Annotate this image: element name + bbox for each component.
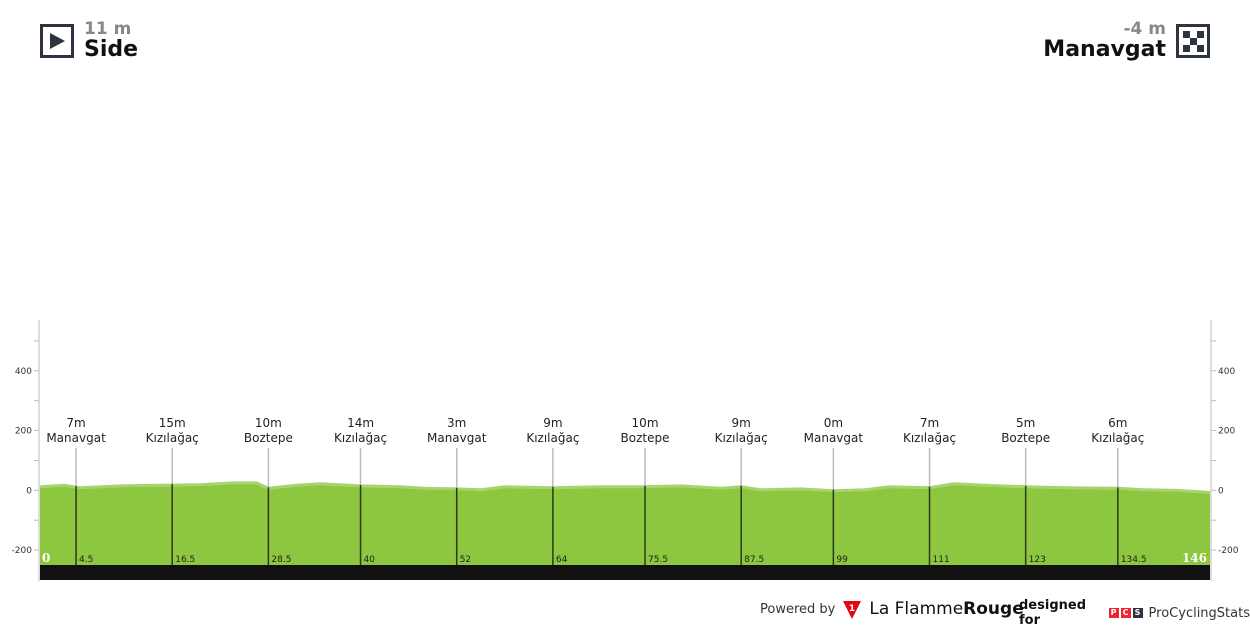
km-finish-label: 146 xyxy=(1182,551,1207,565)
powered-by: Powered by 1 La FlammeRouge xyxy=(760,598,1024,620)
waypoint-name: Kızılağaç xyxy=(146,431,199,445)
y-tick-label-left: 0 xyxy=(26,486,32,496)
profile-highlight xyxy=(39,481,1211,494)
waypoint-km: 4.5 xyxy=(79,555,93,565)
waypoint-altitude: 10m xyxy=(255,416,282,430)
waypoint-name: Manavgat xyxy=(427,431,487,445)
y-tick-label-left: -200 xyxy=(12,546,33,556)
waypoint-km: 87.5 xyxy=(744,555,764,565)
waypoint-name: Boztepe xyxy=(1001,431,1050,445)
brand-name-bold: Rouge xyxy=(963,599,1024,619)
waypoint-altitude: 3m xyxy=(447,416,466,430)
start-header: 11 m Side xyxy=(40,20,138,62)
y-tick-label-right: 0 xyxy=(1218,486,1224,496)
waypoint-name: Manavgat xyxy=(46,431,106,445)
profile-area xyxy=(40,481,1210,565)
waypoint-name: Manavgat xyxy=(804,431,864,445)
waypoint-altitude: 10m xyxy=(632,416,659,430)
waypoint-altitude: 0m xyxy=(824,416,843,430)
waypoint-km: 40 xyxy=(364,555,376,565)
waypoint-km: 111 xyxy=(933,555,950,565)
waypoint-altitude: 9m xyxy=(732,416,751,430)
waypoint-name: Kızılağaç xyxy=(334,431,387,445)
pcs-name: ProCyclingStats xyxy=(1148,605,1250,621)
waypoint-name: Kızılağaç xyxy=(715,431,768,445)
waypoint-altitude: 5m xyxy=(1016,416,1035,430)
waypoint-km: 16.5 xyxy=(175,555,195,565)
designed-for-label: designed for xyxy=(1019,598,1086,628)
designed-for: designed for P C S ProCyclingStats xyxy=(1019,598,1250,628)
waypoint-altitude: 7m xyxy=(920,416,939,430)
waypoint-altitude: 6m xyxy=(1108,416,1127,430)
waypoint-altitude: 15m xyxy=(159,416,186,430)
waypoint-name: Kızılağaç xyxy=(526,431,579,445)
y-tick-label-right: -200 xyxy=(1218,546,1239,556)
checkered-flag-icon xyxy=(1176,24,1210,58)
finish-header: -4 m Manavgat xyxy=(1043,20,1210,62)
waypoint-altitude: 9m xyxy=(543,416,562,430)
waypoint-km: 64 xyxy=(556,555,568,565)
svg-text:1: 1 xyxy=(849,604,855,614)
la-flamme-rouge-logo-icon: 1 xyxy=(843,601,862,619)
waypoint-km: 28.5 xyxy=(271,555,291,565)
waypoint-altitude: 7m xyxy=(66,416,85,430)
waypoint-km: 99 xyxy=(836,555,848,565)
waypoint-km: 123 xyxy=(1029,555,1046,565)
waypoint-name: Kızılağaç xyxy=(1091,431,1144,445)
brand-name: La Flamme xyxy=(869,599,964,619)
y-tick-label-left: 200 xyxy=(15,427,32,437)
start-name: Side xyxy=(84,37,139,62)
waypoint-name: Boztepe xyxy=(244,431,293,445)
waypoint-altitude: 14m xyxy=(347,416,374,430)
y-tick-label-right: 400 xyxy=(1218,367,1235,377)
waypoint-km: 52 xyxy=(460,555,471,565)
pcs-letter: P xyxy=(1108,608,1119,618)
waypoint-km: 75.5 xyxy=(648,555,668,565)
pcs-letter: C xyxy=(1120,608,1131,618)
waypoint-name: Boztepe xyxy=(621,431,670,445)
finish-name: Manavgat xyxy=(1043,37,1166,62)
start-altitude: 11 m xyxy=(84,19,132,39)
y-tick-label-right: 200 xyxy=(1218,427,1235,437)
waypoint-name: Kızılağaç xyxy=(903,431,956,445)
km-start-label: 0 xyxy=(42,551,50,565)
profile-base xyxy=(40,565,1210,580)
pcs-letter: S xyxy=(1132,608,1143,618)
waypoint-km: 134.5 xyxy=(1121,555,1147,565)
powered-by-label: Powered by xyxy=(760,601,836,617)
y-tick-label-left: 400 xyxy=(15,367,32,377)
pcs-logo: P C S xyxy=(1108,608,1143,618)
play-icon xyxy=(40,24,74,58)
finish-altitude: -4 m xyxy=(1123,19,1166,39)
